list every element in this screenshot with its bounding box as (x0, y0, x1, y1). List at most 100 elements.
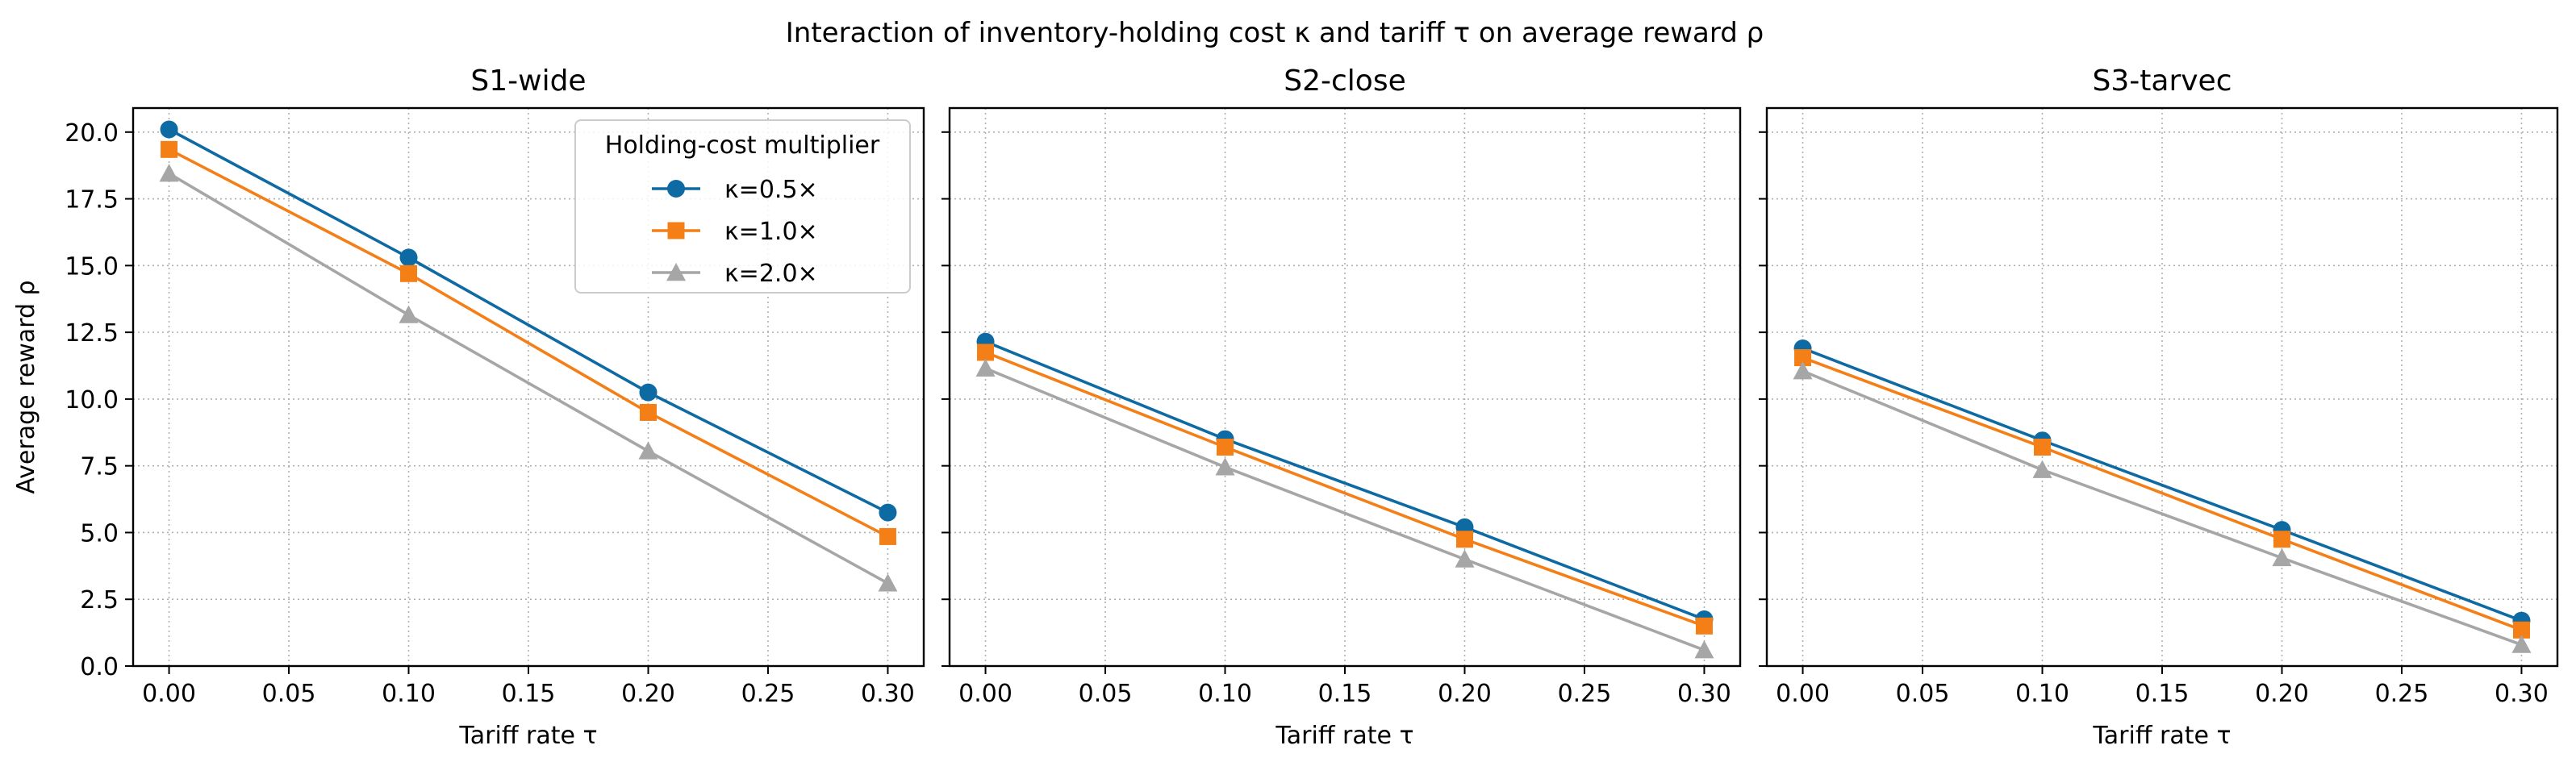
data-point (399, 248, 418, 267)
legend-item: κ=0.5× (652, 176, 818, 204)
x-tick-label: 0.30 (861, 680, 915, 708)
panel-2: 0.00 0.05 0.10 0.15 0.20 0.25 0.30 S2-close Tari… (941, 65, 1742, 750)
x-tick-label: 0.15 (1318, 680, 1372, 708)
x-tick-label: 0.15 (2136, 680, 2190, 708)
series-line-2 (168, 148, 889, 539)
figure-title: Interaction of inventory-holding cost κ … (786, 17, 1764, 49)
data-point (1794, 349, 1812, 367)
data-point (399, 305, 419, 323)
legend-marker (667, 180, 685, 198)
data-point (878, 573, 898, 592)
data-point (1694, 640, 1714, 659)
data-point (639, 383, 658, 402)
data-point (638, 441, 658, 460)
x-tick-label: 0.20 (621, 680, 675, 708)
data-point (2034, 438, 2052, 456)
panel-title: S1-wide (470, 65, 586, 98)
y-tick-label: 15.0 (65, 252, 119, 281)
x-axis-label: Tariff rate τ (458, 722, 597, 750)
grid (950, 108, 1740, 667)
data-point (2272, 548, 2292, 567)
x-tick-label: 0.05 (262, 680, 316, 708)
data-point (2032, 460, 2052, 478)
x-tick-label: 0.10 (1198, 680, 1252, 708)
x-tick-label: 0.05 (1896, 680, 1950, 708)
legend-marker (667, 222, 685, 239)
legend-box (574, 119, 911, 294)
x-axis-label: Tariff rate τ (2092, 722, 2231, 750)
panel-3: 0.00 0.05 0.10 0.15 0.20 0.25 0.30 S3-tarvec Tar… (1759, 65, 2559, 750)
data-point (1793, 361, 1813, 380)
y-tick-label: 5.0 (80, 519, 119, 548)
y-axis-label: Average reward ρ (12, 280, 40, 493)
series-line-3 (1802, 369, 2523, 647)
x-tick-label: 0.10 (382, 680, 436, 708)
x-tick-label: 0.10 (2015, 680, 2069, 708)
x-axis-ticks: 0.00 0.05 0.10 0.15 0.20 0.25 0.30 (142, 666, 915, 708)
axes-frame (132, 106, 925, 668)
x-tick-label: 0.15 (502, 680, 556, 708)
legend-label: κ=1.0× (724, 218, 818, 246)
data-point (639, 403, 657, 421)
x-tick-label: 0.05 (1079, 680, 1133, 708)
y-tick-label: 10.0 (65, 386, 119, 414)
x-axis-label: Tariff rate τ (1275, 722, 1413, 750)
legend-label: κ=0.5× (724, 176, 818, 204)
series-group (975, 332, 1714, 659)
legend-title: Holding-cost multiplier (605, 131, 880, 160)
x-tick-label: 0.25 (2375, 680, 2429, 708)
data-point (879, 503, 897, 522)
y-tick-label: 2.5 (80, 586, 119, 614)
data-point (879, 527, 896, 545)
data-point (1217, 438, 1234, 456)
data-point (1215, 457, 1235, 476)
series-line-1 (1802, 347, 2523, 623)
series-line-2 (1802, 356, 2523, 631)
data-point (977, 344, 995, 361)
legend: Holding-cost multiplier κ=0.5× κ=1.0× κ=2.0… (574, 119, 911, 294)
y-axis-ticks: 0.0 2.5 5.0 7.5 10.0 12.5 15.0 17.5 20.0 (65, 119, 133, 681)
panel-title: S3-tarvec (2093, 65, 2232, 98)
data-point (161, 140, 178, 158)
series-line-1 (984, 340, 1706, 621)
legend-marker (666, 263, 686, 281)
x-tick-label: 0.20 (1438, 680, 1492, 708)
data-point (2273, 531, 2290, 548)
legend-item: κ=2.0× (652, 260, 818, 288)
series-group (1793, 339, 2532, 653)
data-point (400, 264, 418, 282)
x-tick-label: 0.25 (741, 680, 795, 708)
x-tick-label: 0.20 (2255, 680, 2309, 708)
x-tick-label: 0.00 (1776, 680, 1830, 708)
data-point (975, 358, 996, 377)
y-tick-label: 7.5 (80, 453, 119, 481)
series-line-2 (984, 351, 1706, 628)
x-axis-ticks: 0.00 0.05 0.10 0.15 0.20 0.25 0.30 (1776, 666, 2549, 708)
data-point (1455, 549, 1475, 568)
y-tick-label: 17.5 (65, 186, 119, 214)
x-tick-label: 0.30 (1677, 680, 1731, 708)
legend-label: κ=2.0× (724, 260, 818, 288)
y-axis-ticks (1759, 131, 1767, 667)
panel-title: S2-close (1284, 65, 1405, 98)
data-point (1455, 531, 1473, 548)
series-line-3 (168, 172, 889, 585)
y-tick-label: 0.0 (80, 653, 119, 681)
y-tick-label: 12.5 (65, 319, 119, 348)
data-point (159, 164, 179, 182)
data-point (2512, 621, 2530, 639)
series-line-1 (168, 127, 889, 514)
series-line-3 (984, 367, 1706, 652)
x-tick-label: 0.30 (2495, 680, 2549, 708)
x-tick-label: 0.00 (958, 680, 1012, 708)
data-point (160, 120, 178, 139)
legend-item: κ=1.0× (652, 218, 818, 246)
axes-frame (1765, 106, 2559, 668)
x-tick-label: 0.25 (1558, 680, 1612, 708)
series-group (159, 120, 898, 592)
x-tick-label: 0.00 (142, 680, 196, 708)
y-tick-label: 20.0 (65, 119, 119, 148)
x-axis-ticks: 0.00 0.05 0.10 0.15 0.20 0.25 0.30 (958, 666, 1731, 708)
axes-frame (948, 106, 1742, 668)
